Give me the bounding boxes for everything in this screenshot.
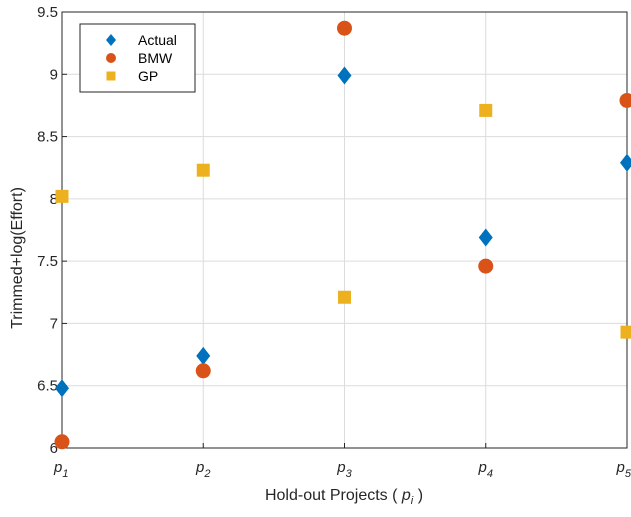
x-tick-label-subscript: 5 — [625, 468, 631, 480]
bmw-point — [619, 92, 631, 108]
bmw-point — [337, 20, 352, 36]
x-tick-label-subscript: 2 — [203, 468, 210, 480]
gp-point — [55, 189, 69, 203]
x-tick-label-subscript: 3 — [346, 468, 353, 480]
actual-point — [620, 153, 631, 172]
legend-label: Actual — [138, 32, 177, 48]
y-tick-label: 7.5 — [37, 253, 58, 270]
legend-square-icon — [106, 71, 116, 81]
legend-label: GP — [138, 68, 158, 84]
x-tick-label: p2 — [195, 459, 210, 480]
y-tick-label: 8 — [50, 191, 58, 208]
x-tick-label-base: p — [478, 459, 487, 476]
legend-item-actual: Actual — [106, 32, 177, 48]
series-actual — [55, 66, 631, 398]
x-axis-label-prefix: Hold-out Projects ( — [265, 487, 402, 504]
x-tick-label: p1 — [53, 459, 68, 480]
legend: Actual BMW GP — [79, 23, 196, 93]
series-gp — [55, 103, 631, 339]
x-axis-label-symbol: p — [401, 487, 411, 504]
legend-circle-icon — [106, 53, 116, 63]
gp-point — [620, 325, 631, 339]
y-tick-label: 8.5 — [37, 129, 58, 146]
bmw-point — [54, 434, 70, 450]
x-tick-label-subscript: 4 — [487, 468, 493, 480]
actual-point — [478, 228, 493, 247]
x-axis-label-subscript: i — [411, 495, 414, 507]
x-tick-label-base: p — [195, 459, 204, 476]
x-axis-label: Hold-out Projects ( pi ) — [265, 487, 423, 507]
x-tick-label: p4 — [478, 459, 493, 480]
legend-label: BMW — [138, 50, 173, 66]
y-tick-label: 7 — [50, 315, 58, 332]
x-tick-label: p3 — [336, 459, 352, 480]
y-tick-label: 6 — [50, 440, 58, 457]
x-tick-label: p5 — [616, 459, 631, 480]
x-axis-ticks: p1 p2 p3 p4 p5 — [53, 443, 631, 480]
gp-point — [338, 290, 351, 304]
y-tick-label: 9 — [50, 66, 58, 83]
series-bmw — [54, 20, 631, 450]
actual-point — [337, 66, 352, 85]
bmw-point — [195, 363, 211, 379]
bmw-point — [478, 258, 494, 274]
legend-box — [79, 23, 196, 93]
actual-point — [196, 346, 211, 365]
x-tick-label-base: p — [616, 459, 625, 476]
legend-diamond-icon — [106, 34, 116, 46]
x-tick-label-base: p — [53, 459, 62, 476]
x-axis-label-suffix: ) — [413, 487, 423, 504]
legend-item-bmw: BMW — [106, 50, 173, 66]
x-tick-label-subscript: 1 — [62, 468, 68, 480]
actual-point — [55, 379, 69, 398]
data-marks — [54, 20, 631, 450]
gp-point — [196, 163, 210, 177]
gp-point — [479, 103, 493, 117]
y-tick-label: 6.5 — [37, 378, 58, 395]
y-tick-label: 9.5 — [37, 4, 58, 21]
x-tick-label-base: p — [336, 459, 345, 476]
legend-item-gp: GP — [106, 68, 158, 84]
y-axis-label: Trimmed+log(Effort) — [9, 187, 26, 329]
